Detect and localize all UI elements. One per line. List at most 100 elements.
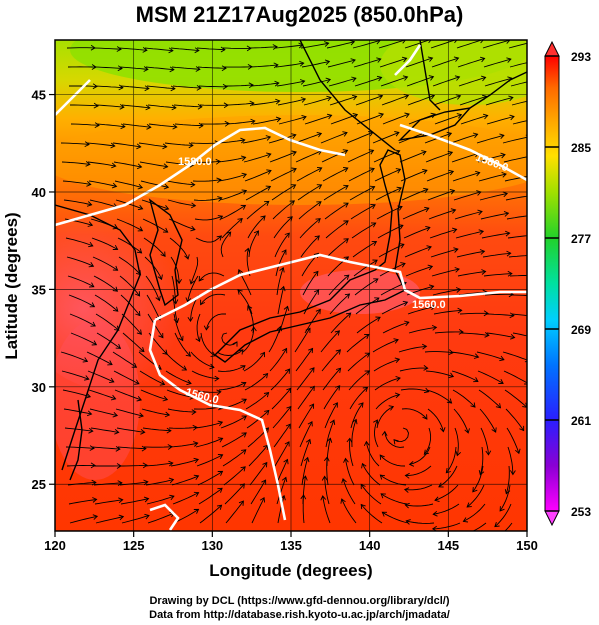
streamline	[378, 40, 406, 49]
streamline	[146, 495, 175, 505]
x-tick-label: 145	[437, 538, 459, 553]
streamline-arrow	[198, 276, 204, 282]
streamline-arrow	[88, 241, 94, 248]
streamline-arrow	[402, 300, 409, 307]
streamline-arrow	[217, 215, 224, 221]
streamline-arrow	[191, 409, 197, 415]
streamline	[115, 408, 144, 417]
streamline-arrow	[423, 387, 430, 394]
streamline	[432, 522, 461, 530]
streamline	[60, 351, 88, 362]
streamline-arrow	[351, 94, 358, 101]
streamline	[456, 40, 484, 49]
streamline	[268, 326, 282, 353]
streamline-arrow	[431, 324, 438, 331]
y-axis-label: Latitude (degrees)	[2, 212, 21, 359]
streamline	[220, 205, 246, 220]
streamline-arrow	[378, 112, 384, 119]
streamline-arrow	[220, 46, 226, 53]
streamline-arrow	[217, 196, 223, 202]
streamline	[423, 427, 432, 455]
streamline	[164, 142, 193, 146]
streamline	[374, 168, 401, 182]
colorbar-tick-label: 285	[571, 141, 591, 155]
streamline	[92, 47, 122, 50]
streamline	[431, 268, 460, 277]
streamline-arrow	[332, 402, 338, 408]
streamline-arrow	[498, 378, 504, 384]
streamline	[296, 167, 322, 182]
credit-data: Data from http://database.rish.kyoto-u.a…	[149, 609, 450, 621]
streamline	[405, 503, 434, 507]
streamline	[428, 209, 456, 220]
streamline-arrow	[241, 432, 247, 438]
streamline	[372, 131, 400, 144]
streamline	[142, 218, 168, 233]
streamline-arrow	[253, 230, 259, 236]
streamline-arrow	[309, 403, 315, 409]
streamline	[294, 132, 322, 144]
streamline	[398, 345, 427, 353]
streamline-arrow	[379, 474, 385, 480]
streamline-arrow	[535, 97, 539, 102]
streamline-arrow	[316, 131, 323, 138]
streamline-arrow	[394, 357, 401, 364]
streamline	[275, 249, 287, 277]
streamline	[61, 370, 89, 380]
streamline-arrow	[370, 222, 377, 228]
streamline	[506, 427, 520, 454]
streamline	[480, 212, 509, 220]
streamline	[224, 483, 245, 505]
streamline-arrow	[94, 122, 100, 128]
streamline-arrow	[532, 233, 536, 238]
streamline-arrow	[534, 273, 538, 278]
streamline	[346, 334, 370, 353]
colorbar-tick-label: 293	[571, 50, 591, 64]
streamline-arrow	[524, 379, 527, 385]
streamline-arrow	[90, 321, 96, 327]
streamline	[302, 79, 331, 87]
streamline	[463, 503, 486, 522]
x-tick-label: 140	[359, 538, 381, 553]
streamline-arrow	[110, 142, 116, 149]
streamline	[355, 95, 383, 106]
streamline-arrow	[369, 167, 375, 173]
streamline-arrow	[283, 305, 290, 312]
streamline	[426, 170, 454, 182]
x-axis-label: Longitude (degrees)	[209, 561, 372, 580]
streamline	[69, 313, 96, 327]
streamline	[380, 493, 408, 505]
streamline-arrow	[430, 112, 436, 119]
streamline	[382, 321, 409, 334]
streamline	[116, 427, 145, 433]
streamline-arrow	[200, 299, 206, 306]
streamline-arrow	[506, 250, 512, 257]
streamline-arrow	[112, 244, 119, 250]
streamline	[503, 370, 527, 384]
streamline-arrow	[193, 457, 200, 464]
streamline	[270, 168, 297, 182]
streamline-arrow	[155, 295, 161, 302]
streamline	[433, 309, 462, 315]
streamline	[171, 66, 200, 70]
streamline-arrow	[92, 514, 99, 520]
streamline-arrow	[262, 461, 268, 468]
streamline	[433, 95, 461, 106]
streamline-arrow	[146, 124, 152, 130]
streamline-arrow	[484, 332, 490, 338]
streamline-arrow	[136, 396, 143, 402]
streamline	[95, 104, 124, 108]
streamline	[63, 408, 92, 415]
streamline	[325, 220, 349, 239]
streamline-arrow	[137, 226, 144, 232]
streamline	[69, 515, 98, 524]
streamline-arrow	[265, 135, 272, 141]
streamline	[502, 351, 527, 361]
streamline-arrow	[404, 320, 410, 327]
streamline	[144, 256, 163, 280]
streamline-arrow	[398, 224, 404, 230]
streamline-arrow	[209, 363, 215, 370]
streamline-arrow	[114, 428, 120, 435]
streamline	[380, 76, 408, 87]
